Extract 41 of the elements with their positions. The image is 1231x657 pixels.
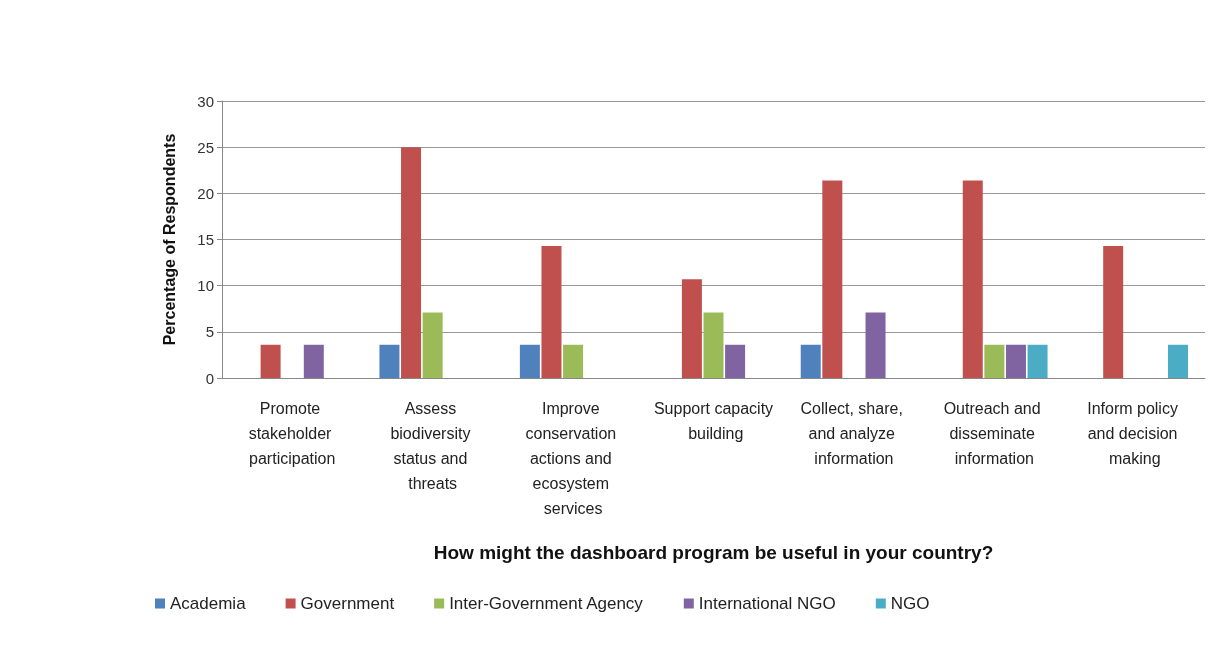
y-tick-label: 5 [205,323,214,341]
y-tick-label: 10 [197,277,214,295]
bar [984,344,1005,378]
bar [401,147,422,378]
bar [865,312,886,378]
bar [303,344,324,378]
bar [519,344,540,378]
bar [822,180,843,378]
bar [681,279,702,378]
bar [725,344,746,378]
y-tick-label: 0 [205,369,214,387]
x-tick-label: Outreach and disseminate information [943,400,1046,467]
x-tick-label: Inform policy and decision making [1087,400,1183,467]
bar [422,312,443,378]
legend-label: International NGO [698,594,836,613]
legend-label: Inter-Government Agency [449,594,644,613]
legend-label: Government [300,594,395,613]
y-tick-label: 15 [197,231,214,248]
y-tick-label: 30 [197,92,214,110]
bar [1167,344,1188,378]
y-tick-label: 25 [197,138,214,156]
bar [1103,245,1124,378]
bar [563,344,584,378]
x-tick-label: Improve conservation actions and ecosystem services [525,400,621,517]
bar [1027,344,1048,378]
x-tick-label: Promote stakeholder participation [248,400,336,467]
legend-label: NGO [890,594,930,613]
bar [800,344,821,378]
bar [260,344,281,378]
x-axis-title: How might the dashboard program be useful in your country? [433,542,994,563]
legend-label: Academia [170,594,247,613]
bar [379,344,400,378]
bar [541,245,562,378]
bar [703,312,724,378]
x-tick-label: Support capacity building [653,400,774,442]
y-tick-label: 20 [197,184,214,202]
bar [1005,344,1026,378]
y-axis-title: Percentage of Respondents [160,133,178,346]
bar [962,180,983,378]
x-tick-label: Assess biodiversity status and threats [390,400,475,492]
x-tick-label: Collect, share, and analyze information [800,400,908,467]
